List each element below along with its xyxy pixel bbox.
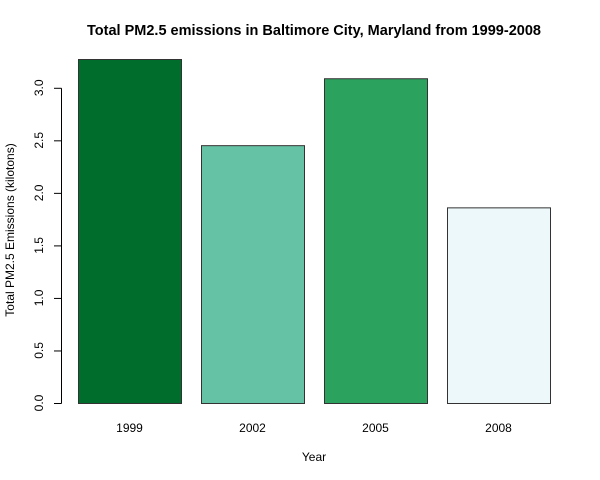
y-tick-label-1.0: 1.0 — [32, 289, 46, 306]
chart-title: Total PM2.5 emissions in Baltimore City,… — [87, 23, 541, 39]
x-tick-label-2005: 2005 — [362, 421, 389, 435]
bar-2008 — [447, 207, 551, 404]
y-tick-label-2.5: 2.5 — [32, 132, 46, 149]
x-tick-label-2008: 2008 — [485, 421, 512, 435]
bars-group — [78, 59, 551, 405]
y-tick-label-1.5: 1.5 — [32, 237, 46, 254]
y-tick-label-0.0: 0.0 — [32, 394, 46, 411]
y-axis: 0.0 0.5 1.0 1.5 2.0 2.5 3.0 — [32, 79, 62, 411]
y-tick-label-3.0: 3.0 — [32, 79, 46, 96]
x-axis-label: Year — [302, 450, 326, 464]
x-tick-label-1999: 1999 — [116, 421, 143, 435]
y-axis-label: Total PM2.5 Emissions (kilotons) — [3, 143, 17, 316]
y-tick-label-2.0: 2.0 — [32, 184, 46, 201]
x-axis: 1999 2002 2005 2008 — [116, 421, 512, 435]
bar-2005 — [324, 78, 428, 405]
y-tick-label-0.5: 0.5 — [32, 342, 46, 359]
x-tick-label-2002: 2002 — [239, 421, 266, 435]
bar-2002 — [201, 145, 305, 405]
bar-1999 — [78, 59, 182, 404]
